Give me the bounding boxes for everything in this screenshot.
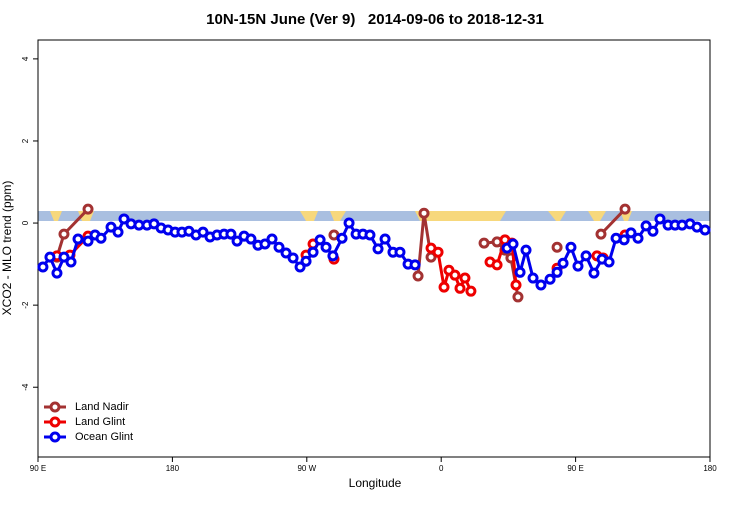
legend-marker — [49, 401, 61, 413]
point — [343, 217, 355, 229]
x-axis-label: Longitude — [349, 476, 402, 490]
x-tick-label: 0 — [439, 464, 444, 473]
point — [82, 235, 94, 247]
point — [478, 237, 490, 249]
land-ocean-mask — [38, 211, 710, 221]
point — [572, 260, 584, 272]
point — [491, 259, 503, 271]
point — [544, 273, 556, 285]
point — [320, 241, 332, 253]
y-axis-label: XCO2 - MLO trend (ppm) — [0, 181, 14, 316]
point — [225, 228, 237, 240]
point — [336, 232, 348, 244]
point — [454, 282, 466, 294]
point — [699, 224, 711, 236]
point — [520, 244, 532, 256]
point — [307, 246, 319, 258]
point — [231, 235, 243, 247]
point — [394, 246, 406, 258]
point — [245, 233, 257, 245]
legend-marker — [49, 416, 61, 428]
y-tick-label: 0 — [21, 220, 30, 225]
ocean-band — [38, 211, 710, 221]
point — [44, 251, 56, 263]
point — [314, 234, 326, 246]
point — [37, 261, 49, 273]
point — [514, 266, 526, 278]
x-tick-label: 90 E — [30, 464, 46, 473]
y-tick-label: 4 — [21, 56, 30, 61]
point — [65, 256, 77, 268]
point — [432, 246, 444, 258]
legend-label: Ocean Glint — [75, 431, 133, 443]
chart-title: 10N-15N June (Ver 9) 2014-09-06 to 2018-… — [206, 11, 544, 28]
point — [273, 241, 285, 253]
legend-marker — [49, 431, 61, 443]
legend-label: Land Nadir — [75, 401, 129, 413]
y-tick-label: -2 — [21, 301, 30, 309]
point — [379, 233, 391, 245]
point — [58, 251, 70, 263]
point — [527, 272, 539, 284]
point — [551, 266, 563, 278]
point — [565, 241, 577, 253]
point — [595, 228, 607, 240]
point — [551, 241, 563, 253]
y-tick-label: -4 — [21, 383, 30, 391]
x-tick-label: 90 E — [567, 464, 583, 473]
point — [465, 285, 477, 297]
point — [51, 267, 63, 279]
point — [507, 238, 519, 250]
x-tick-label: 180 — [166, 464, 180, 473]
point — [112, 226, 124, 238]
point — [412, 270, 424, 282]
x-tick-label: 180 — [703, 464, 717, 473]
point — [118, 213, 130, 225]
point — [418, 207, 430, 219]
point — [266, 233, 278, 245]
point — [82, 203, 94, 215]
point — [557, 257, 569, 269]
point — [619, 203, 631, 215]
point — [459, 272, 471, 284]
point — [280, 247, 292, 259]
point — [512, 291, 524, 303]
point — [603, 256, 615, 268]
point — [259, 238, 271, 250]
point — [632, 232, 644, 244]
point — [625, 227, 637, 239]
point — [72, 233, 84, 245]
point — [580, 250, 592, 262]
point — [438, 281, 450, 293]
legend-label: Land Glint — [75, 416, 125, 428]
point — [510, 279, 522, 291]
point — [640, 220, 652, 232]
point — [618, 234, 630, 246]
point — [372, 243, 384, 255]
point — [58, 228, 70, 240]
land-patch — [50, 211, 632, 221]
point — [364, 229, 376, 241]
x-tick-label: 90 W — [297, 464, 316, 473]
point — [654, 213, 666, 225]
point — [197, 226, 209, 238]
plot-frame — [37, 39, 711, 458]
y-tick-label: 2 — [21, 138, 30, 143]
point — [409, 259, 421, 271]
point — [105, 221, 117, 233]
point — [535, 279, 547, 291]
point — [327, 250, 339, 262]
point — [287, 252, 299, 264]
point — [95, 232, 107, 244]
point — [300, 255, 312, 267]
point — [647, 225, 659, 237]
point — [449, 269, 461, 281]
point — [588, 267, 600, 279]
